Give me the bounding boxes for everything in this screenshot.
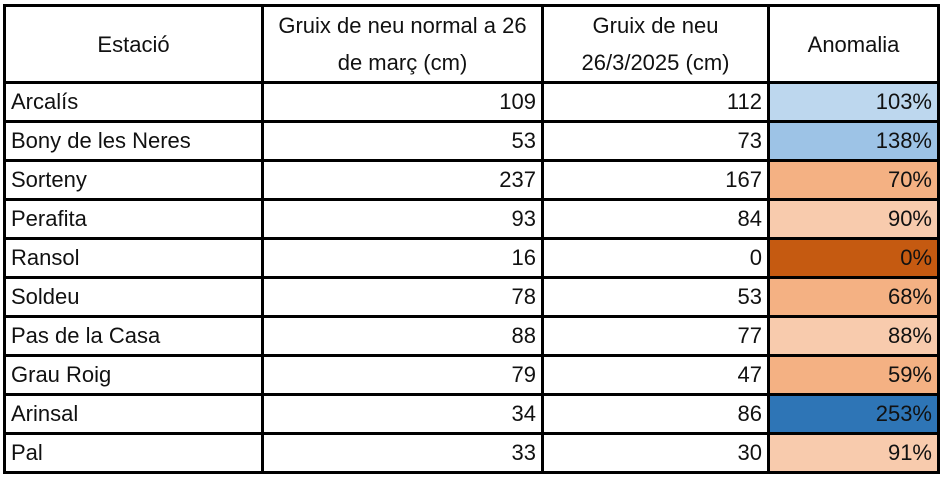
snow-depth-table: Estació Gruix de neu normal a 26 de març… [3,4,940,474]
table-row: Arinsal 34 86 253% [3,393,940,435]
current-cell: 84 [541,198,770,240]
anomaly-cell: 70% [767,159,940,201]
normal-cell: 33 [261,432,544,474]
header-current: Gruix de neu 26/3/2025 (cm) [541,4,770,84]
table-row: Pal 33 30 91% [3,432,940,474]
table-row: Perafita 93 84 90% [3,198,940,240]
station-cell: Grau Roig [3,354,264,396]
station-cell: Perafita [3,198,264,240]
station-cell: Arcalís [3,81,264,123]
current-cell: 77 [541,315,770,357]
current-cell: 30 [541,432,770,474]
station-cell: Bony de les Neres [3,120,264,162]
normal-cell: 93 [261,198,544,240]
table-row: Arcalís 109 112 103% [3,81,940,123]
anomaly-cell: 88% [767,315,940,357]
normal-cell: 237 [261,159,544,201]
station-cell: Pal [3,432,264,474]
anomaly-cell: 91% [767,432,940,474]
anomaly-cell: 103% [767,81,940,123]
current-cell: 167 [541,159,770,201]
anomaly-cell: 0% [767,237,940,279]
table-row: Pas de la Casa 88 77 88% [3,315,940,357]
header-normal: Gruix de neu normal a 26 de març (cm) [261,4,544,84]
current-cell: 0 [541,237,770,279]
header-anomaly: Anomalia [767,4,940,84]
header-row: Estació Gruix de neu normal a 26 de març… [3,4,940,84]
station-cell: Ransol [3,237,264,279]
header-current-text: Gruix de neu 26/3/2025 (cm) [581,13,730,75]
table-row: Grau Roig 79 47 59% [3,354,940,396]
station-cell: Pas de la Casa [3,315,264,357]
normal-cell: 53 [261,120,544,162]
normal-cell: 34 [261,393,544,435]
table-row: Ransol 16 0 0% [3,237,940,279]
normal-cell: 16 [261,237,544,279]
normal-cell: 78 [261,276,544,318]
normal-cell: 79 [261,354,544,396]
current-cell: 47 [541,354,770,396]
anomaly-cell: 138% [767,120,940,162]
table-row: Soldeu 78 53 68% [3,276,940,318]
header-station: Estació [3,4,264,84]
anomaly-cell: 253% [767,393,940,435]
current-cell: 53 [541,276,770,318]
current-cell: 112 [541,81,770,123]
table-row: Bony de les Neres 53 73 138% [3,120,940,162]
anomaly-cell: 68% [767,276,940,318]
current-cell: 73 [541,120,770,162]
station-cell: Arinsal [3,393,264,435]
station-cell: Sorteny [3,159,264,201]
header-normal-text: Gruix de neu normal a 26 de març (cm) [278,13,527,75]
current-cell: 86 [541,393,770,435]
anomaly-cell: 59% [767,354,940,396]
anomaly-cell: 90% [767,198,940,240]
normal-cell: 109 [261,81,544,123]
station-cell: Soldeu [3,276,264,318]
table-row: Sorteny 237 167 70% [3,159,940,201]
normal-cell: 88 [261,315,544,357]
